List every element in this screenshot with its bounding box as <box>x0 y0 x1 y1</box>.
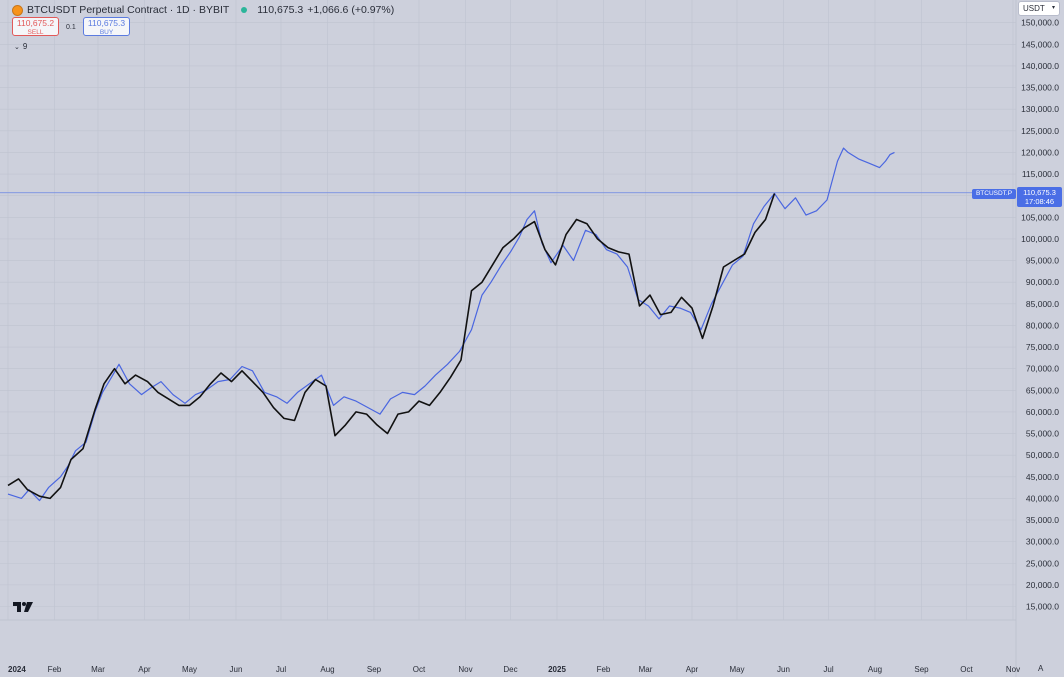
chevron-down-icon: ▾ <box>1051 5 1055 11</box>
y-tick-label: 95,000.0 <box>1026 256 1059 266</box>
x-tick-label: Mar <box>639 665 653 674</box>
y-tick-label: 125,000.0 <box>1021 126 1059 136</box>
y-tick-label: 40,000.0 <box>1026 493 1059 503</box>
sell-button[interactable]: 110,675.2 SELL <box>12 17 59 36</box>
sell-price: 110,675.2 <box>16 18 55 28</box>
x-tick-label: Mar <box>91 665 105 674</box>
x-tick-label: Apr <box>138 665 151 674</box>
y-tick-label: 135,000.0 <box>1021 83 1059 93</box>
x-tick-label: Oct <box>413 665 426 674</box>
x-tick-label: Apr <box>686 665 699 674</box>
x-tick-label: Jul <box>823 665 833 674</box>
x-tick-label: 2025 <box>548 665 566 674</box>
chart-grid <box>0 0 1016 620</box>
y-tick-label: 35,000.0 <box>1026 515 1059 525</box>
indicator-count: 9 <box>22 42 28 51</box>
series-line-black <box>7 193 776 500</box>
y-tick-label: 140,000.0 <box>1021 61 1059 71</box>
x-tick-label: 2024 <box>8 665 26 674</box>
last-price-value: 110,675.3 <box>1023 188 1056 197</box>
currency-value: USDT <box>1023 4 1045 13</box>
y-tick-label: 50,000.0 <box>1026 450 1059 460</box>
x-tick-label: May <box>729 665 744 674</box>
currency-select[interactable]: USDT ▾ <box>1018 1 1060 16</box>
last-price-symbol-tag: BTCUSDT.P <box>972 189 1016 199</box>
y-tick-label: 45,000.0 <box>1026 472 1059 482</box>
y-tick-label: 75,000.0 <box>1026 342 1059 352</box>
tradingview-logo <box>13 601 33 615</box>
y-tick-label: 60,000.0 <box>1026 407 1059 417</box>
y-axis-labels: 15,000.0 20,000.0 25,000.0 30,000.0 35,000.0… <box>1021 18 1059 612</box>
x-tick-label: Dec <box>503 665 517 674</box>
bar-countdown: 17:08:46 <box>1024 197 1055 206</box>
y-tick-label: 20,000.0 <box>1026 580 1059 590</box>
chevron-down-icon: ⌄ <box>14 44 20 51</box>
spread-value: 0.1 <box>66 24 76 31</box>
y-tick-label: 150,000.0 <box>1021 18 1059 28</box>
x-tick-label: May <box>182 665 197 674</box>
auto-scale-icon[interactable]: A <box>1038 664 1044 673</box>
x-tick-label: Nov <box>458 665 472 674</box>
y-tick-label: 115,000.0 <box>1022 169 1059 179</box>
y-tick-label: 145,000.0 <box>1021 39 1059 49</box>
sell-label: SELL <box>27 29 44 36</box>
x-axis-labels: 2024 Feb Mar Apr May Jun Jul Aug Sep Oct Nov Dec 202… <box>8 665 1020 674</box>
y-tick-label: 120,000.0 <box>1021 147 1059 157</box>
market-status-icon <box>241 7 248 13</box>
x-tick-label: Oct <box>960 665 973 674</box>
indicator-toggle[interactable]: ⌄ 9 <box>14 42 27 51</box>
y-tick-label: 85,000.0 <box>1026 299 1059 309</box>
series-layer <box>7 147 895 502</box>
last-price-tag: 110,675.3 17:08:46 <box>1017 187 1062 207</box>
buy-price: 110,675.3 <box>87 18 126 28</box>
y-tick-label: 55,000.0 <box>1026 429 1059 439</box>
y-tick-label: 105,000.0 <box>1021 212 1059 222</box>
buy-label: BUY <box>99 29 114 36</box>
x-tick-label: Aug <box>320 665 334 674</box>
bitcoin-icon <box>12 4 23 16</box>
x-tick-label: Jun <box>230 665 243 674</box>
header-change: +1,066.6 (+0.97%) <box>307 4 395 16</box>
series-line-blue <box>7 147 895 502</box>
chart-header: BTCUSDT Perpetual Contract · 1D · BYBIT … <box>12 3 394 17</box>
x-tick-label: Feb <box>597 665 611 674</box>
x-tick-label: Sep <box>367 665 382 674</box>
y-tick-label: 30,000.0 <box>1026 537 1059 547</box>
y-tick-label: 100,000.0 <box>1021 234 1059 244</box>
buy-button[interactable]: 110,675.3 BUY <box>83 17 130 36</box>
y-tick-label: 80,000.0 <box>1026 320 1059 330</box>
header-price: 110,675.3 <box>257 4 304 16</box>
y-tick-label: 15,000.0 <box>1026 602 1059 612</box>
x-tick-label: Sep <box>914 665 929 674</box>
y-tick-label: 65,000.0 <box>1026 385 1059 395</box>
x-tick-label: Jun <box>777 665 790 674</box>
y-tick-label: 130,000.0 <box>1021 104 1059 114</box>
x-tick-label: Feb <box>48 665 62 674</box>
x-tick-label: Nov <box>1006 665 1020 674</box>
y-tick-label: 25,000.0 <box>1026 558 1059 568</box>
symbol-title[interactable]: BTCUSDT Perpetual Contract · 1D · BYBIT <box>27 4 230 16</box>
y-tick-label: 90,000.0 <box>1026 277 1059 287</box>
x-tick-label: Aug <box>868 665 882 674</box>
y-tick-label: 70,000.0 <box>1026 364 1059 374</box>
x-tick-label: Jul <box>276 665 286 674</box>
